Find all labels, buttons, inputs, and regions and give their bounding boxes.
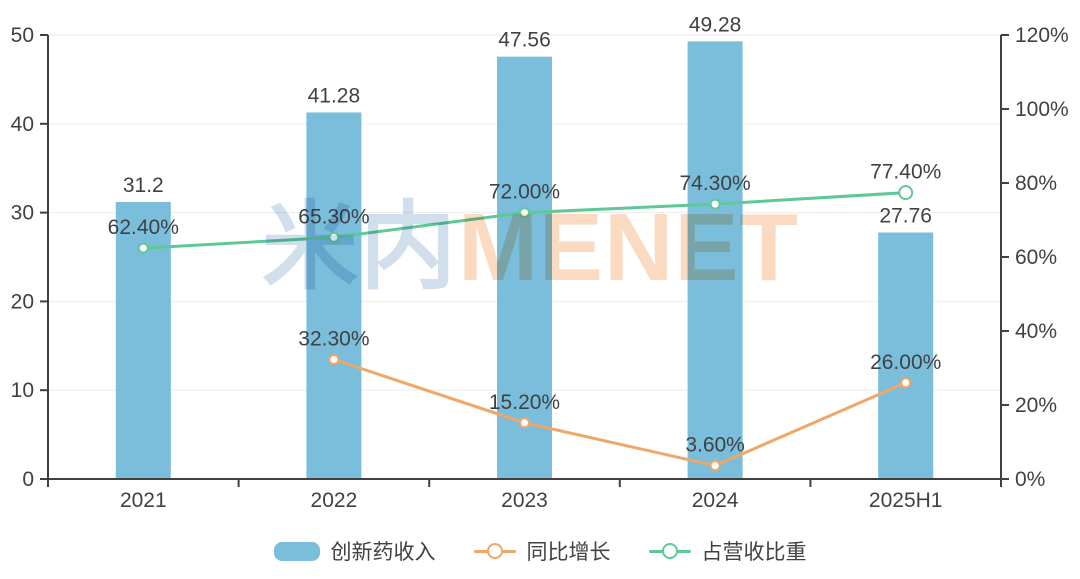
- 同比增长-line: [332, 357, 908, 468]
- line-value-label: 65.30%: [298, 205, 369, 228]
- data-point-2023[interactable]: [519, 417, 530, 429]
- data-point-2025H1[interactable]: [900, 377, 912, 389]
- bar-value-label: 31.2: [123, 174, 164, 197]
- legend-item-revenue[interactable]: 创新药收入: [273, 536, 436, 566]
- data-point-2023[interactable]: [519, 207, 530, 219]
- line-value-label: 32.30%: [298, 327, 369, 350]
- bar-2022[interactable]: [306, 112, 362, 480]
- bar-value-label: 41.28: [308, 84, 361, 107]
- y-axis-tick-label-right: 40%: [1015, 320, 1057, 343]
- line-value-label: 74.30%: [679, 172, 750, 195]
- line-value-label: 77.40%: [870, 161, 941, 184]
- legend: 创新药收入 同比增长 占营收比重: [0, 536, 1080, 566]
- x-axis-category-label: 2025H1: [869, 489, 943, 512]
- y-axis-tick-label-left: 30: [11, 202, 34, 225]
- bar-2025H1[interactable]: [878, 232, 934, 479]
- bar-2024[interactable]: [687, 41, 743, 479]
- bar-swatch-icon: [273, 541, 320, 561]
- legend-label-revenue: 创新药收入: [330, 541, 436, 564]
- y-axis-tick-label-right: 80%: [1015, 172, 1057, 195]
- y-axis-tick-label-left: 20: [11, 290, 34, 313]
- data-point-2021[interactable]: [137, 242, 149, 254]
- data-point-2024[interactable]: [709, 198, 721, 210]
- legend-label-yoy: 同比增长: [526, 541, 611, 564]
- data-point-2025H1[interactable]: [898, 185, 914, 201]
- y-axis-tick-label-left: 10: [11, 379, 34, 402]
- y-axis-tick-label-right: 0%: [1015, 468, 1045, 491]
- x-axis-category-label: 2023: [501, 489, 548, 512]
- legend-label-share: 占营收比重: [701, 541, 807, 564]
- line-value-label: 26.00%: [870, 351, 941, 374]
- legend-item-share[interactable]: 占营收比重: [648, 536, 807, 566]
- y-axis-tick-label-right: 60%: [1015, 246, 1057, 269]
- bar-value-label: 49.28: [689, 13, 742, 36]
- x-axis-category-label: 2021: [120, 489, 167, 512]
- y-axis-tick-label-left: 50: [11, 24, 34, 47]
- x-axis-category-label: 2024: [692, 489, 739, 512]
- line-circle-icon-share: [648, 542, 691, 560]
- line-value-label: 15.20%: [489, 391, 560, 414]
- data-point-2022[interactable]: [328, 231, 340, 243]
- bar-value-label: 47.56: [498, 29, 551, 52]
- y-axis-tick-label-right: 120%: [1015, 24, 1069, 47]
- line-circle-icon-yoy: [473, 542, 516, 560]
- y-axis-tick-label-right: 20%: [1015, 394, 1057, 417]
- line-value-label: 3.60%: [685, 434, 745, 457]
- bar-2023[interactable]: [497, 56, 552, 479]
- legend-item-yoy[interactable]: 同比增长: [473, 536, 611, 566]
- y-axis-tick-label-left: 40: [11, 113, 34, 136]
- y-axis-tick-label-right: 100%: [1015, 98, 1069, 121]
- x-axis-category-label: 2022: [311, 489, 358, 512]
- data-point-2024[interactable]: [709, 460, 721, 472]
- bar-value-label: 27.76: [879, 204, 932, 227]
- line-value-label: 72.00%: [489, 181, 560, 204]
- chart-plot-area: 31.2 41.28 47.56 49.28 27.76 32.30% 15.20% 3.60…: [11, 13, 1069, 512]
- line-value-label: 62.40%: [108, 216, 179, 239]
- y-axis-tick-label-left: 0: [22, 468, 34, 491]
- data-point-2022[interactable]: [328, 353, 340, 365]
